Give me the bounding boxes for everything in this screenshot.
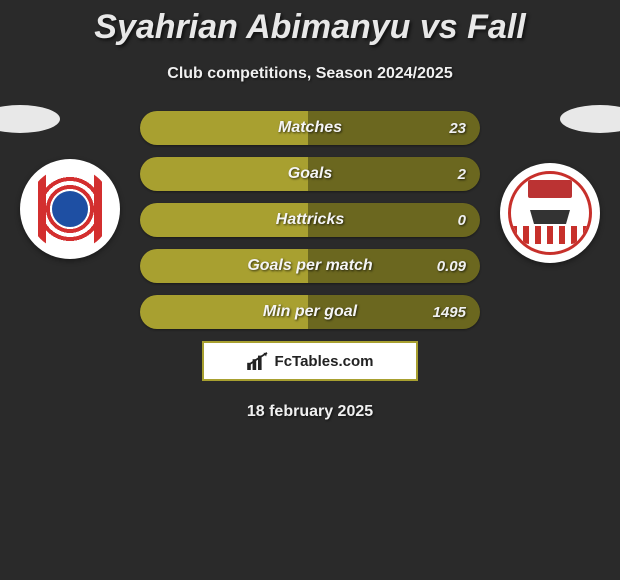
stat-label: Min per goal [263, 303, 357, 321]
brand-footer-text: FcTables.com [275, 353, 374, 370]
stat-bar: 0 Hattricks [140, 203, 480, 237]
stat-bar: 0.09 Goals per match [140, 249, 480, 283]
persija-logo-icon [28, 167, 112, 251]
left-disc-decor [0, 105, 60, 133]
fctables-logo-icon [247, 352, 269, 370]
comparison-subtitle: Club competitions, Season 2024/2025 [0, 65, 620, 83]
left-team-logo [20, 159, 120, 259]
stat-right-value: 1495 [433, 304, 466, 321]
comparison-date: 18 february 2025 [0, 403, 620, 421]
stat-right-value: 0 [458, 212, 466, 229]
stat-label: Hattricks [276, 211, 344, 229]
right-team-logo [500, 163, 600, 263]
stat-label: Matches [278, 119, 342, 137]
stat-label: Goals [288, 165, 332, 183]
stat-label: Goals per match [247, 257, 372, 275]
stat-bar-left [140, 157, 308, 191]
stat-bars-container: 23 Matches 2 Goals 0 Hattricks 0.09 Goals per m… [140, 111, 480, 329]
stat-right-value: 2 [458, 166, 466, 183]
stat-bar-right: 2 [308, 157, 480, 191]
comparison-title: Syahrian Abimanyu vs Fall [0, 0, 620, 47]
stat-bar: 2 Goals [140, 157, 480, 191]
stat-bar: 1495 Min per goal [140, 295, 480, 329]
stat-bar: 23 Matches [140, 111, 480, 145]
stat-right-value: 23 [449, 120, 466, 137]
stat-right-value: 0.09 [437, 258, 466, 275]
brand-footer-box[interactable]: FcTables.com [202, 341, 418, 381]
psm-logo-icon [508, 171, 592, 255]
main-comparison-area: 23 Matches 2 Goals 0 Hattricks 0.09 Goals per m… [0, 111, 620, 421]
right-disc-decor [560, 105, 620, 133]
